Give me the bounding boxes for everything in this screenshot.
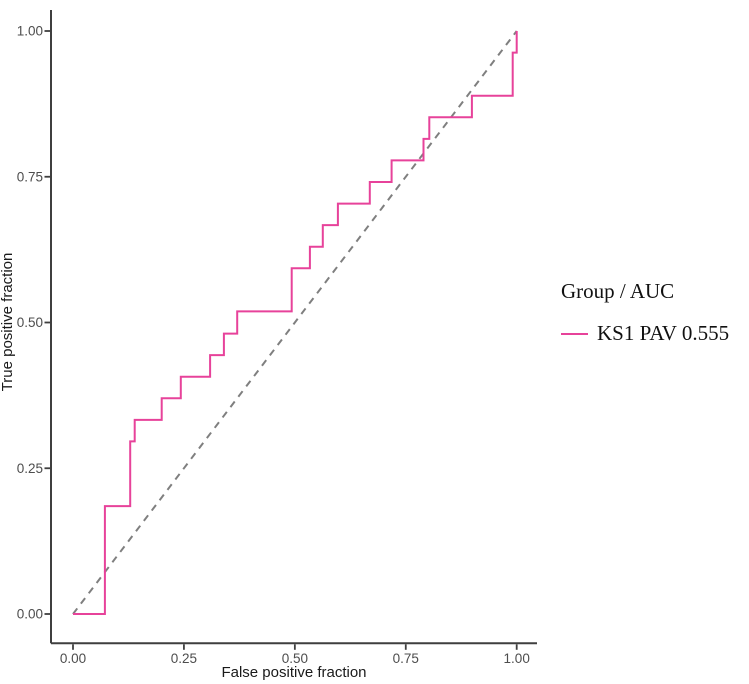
y-tick-label: 0.75 [17, 169, 43, 184]
legend-entry-label: KS1 PAV 0.555 [597, 321, 730, 345]
legend-title: Group / AUC [561, 279, 675, 303]
legend-key-line-icon [561, 332, 588, 335]
x-tick-label: 1.00 [504, 651, 530, 666]
reference-diagonal-line [72, 30, 518, 615]
x-axis-title: False positive fraction [221, 664, 366, 681]
y-axis-title: True positive fraction [0, 253, 16, 392]
x-tick-label: 0.00 [60, 651, 86, 666]
legend-entry: KS1 PAV 0.555 [561, 322, 749, 345]
y-tick-label: 0.25 [17, 461, 43, 476]
x-tick-label: 0.50 [282, 651, 308, 666]
roc-curve [73, 31, 518, 615]
legend: Group / AUC KS1 PAV 0.555 [561, 280, 749, 345]
x-tick-label: 0.25 [171, 651, 197, 666]
y-tick-label: 0.00 [17, 607, 43, 622]
x-tick-label: 0.75 [393, 651, 419, 666]
y-tick-label: 0.50 [17, 315, 43, 330]
y-tick-label: 1.00 [17, 24, 43, 39]
